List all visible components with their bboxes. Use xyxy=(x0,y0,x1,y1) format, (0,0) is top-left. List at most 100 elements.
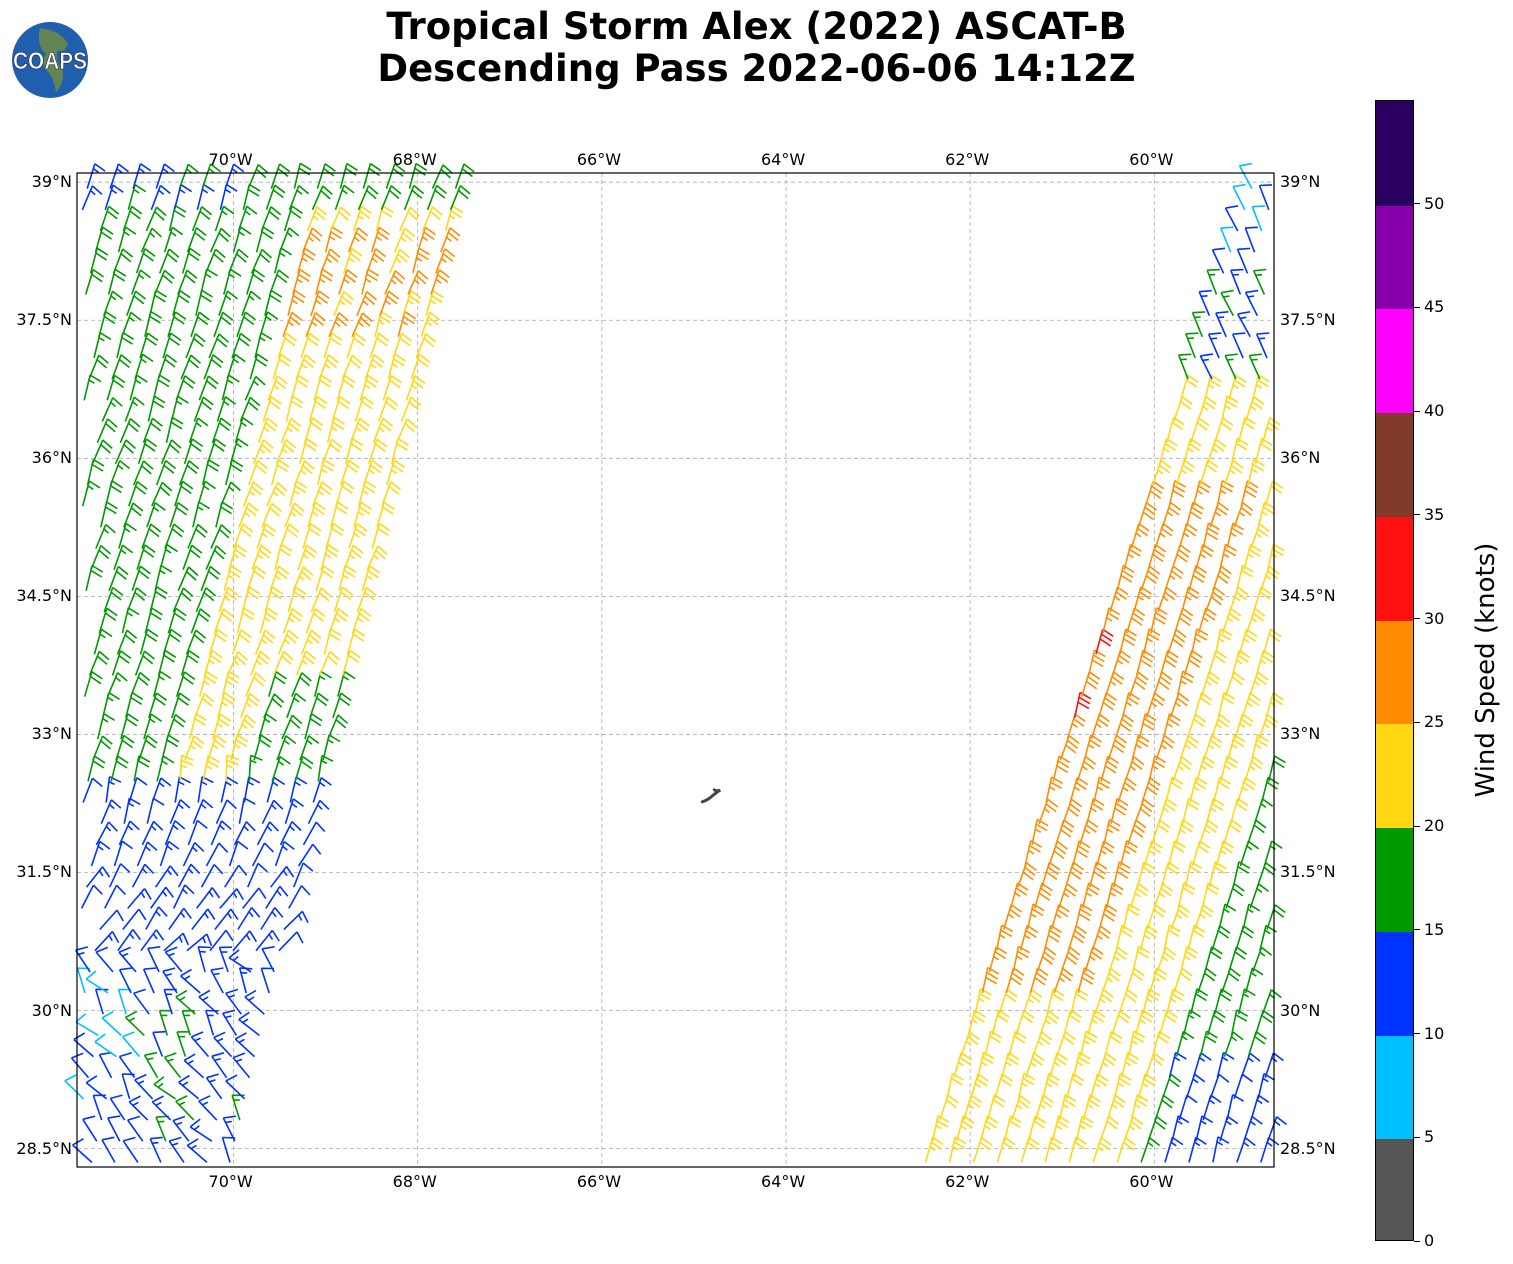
wind-barb xyxy=(284,798,304,824)
wind-barb xyxy=(1206,268,1220,295)
wind-barb xyxy=(1140,1137,1161,1163)
wind-barb xyxy=(1199,1030,1218,1057)
wind-barb xyxy=(1158,1009,1178,1036)
wind-barb xyxy=(1166,988,1185,1015)
wind-barb xyxy=(218,586,239,613)
wind-barb xyxy=(1204,374,1222,401)
wind-barb xyxy=(440,227,461,253)
wind-barb xyxy=(157,649,177,676)
wind-barb xyxy=(252,439,274,465)
wind-barb xyxy=(1153,882,1174,909)
wind-barb xyxy=(213,311,234,338)
wind-barb xyxy=(1126,607,1146,634)
wind-barb xyxy=(361,565,381,592)
wind-barb xyxy=(341,354,363,380)
wind-barb xyxy=(146,502,166,528)
wind-barb xyxy=(222,1009,238,1036)
wind-barb xyxy=(96,418,118,444)
wind-barb xyxy=(1160,861,1180,888)
wind-barb xyxy=(1001,1051,1020,1078)
wind-barb xyxy=(417,226,437,253)
wind-barb xyxy=(1166,629,1187,655)
wind-barb xyxy=(1120,1051,1139,1078)
wind-barb xyxy=(1094,988,1114,1015)
lat-tick-label-right: 37.5°N xyxy=(1280,310,1336,330)
wind-barb xyxy=(277,332,298,359)
wind-barb xyxy=(324,226,344,253)
wind-barb xyxy=(104,184,124,211)
wind-barb xyxy=(1141,777,1161,803)
wind-barb xyxy=(1096,1052,1117,1078)
lon-tick-label-bottom: 64°W xyxy=(760,1172,806,1191)
wind-barb xyxy=(80,884,103,909)
wind-barb xyxy=(112,248,134,274)
wind-barb xyxy=(1171,544,1191,570)
wind-barb xyxy=(180,968,201,994)
wind-barb xyxy=(285,395,304,422)
wind-barb xyxy=(391,437,410,464)
wind-barb xyxy=(1260,776,1280,803)
wind-barb xyxy=(1039,1010,1060,1036)
wind-barb xyxy=(1240,480,1259,507)
wind-barb xyxy=(420,311,441,338)
wind-barb xyxy=(154,865,179,888)
wind-barb xyxy=(242,887,267,909)
wind-barb xyxy=(1207,649,1227,676)
wind-barb xyxy=(343,247,363,274)
wind-barb xyxy=(1231,649,1251,676)
wind-barb xyxy=(176,1031,190,1057)
wind-barb xyxy=(151,1095,172,1121)
lon-tick-label-bottom: 70°W xyxy=(208,1172,253,1191)
wind-barb xyxy=(197,946,211,973)
wind-barb xyxy=(133,988,150,1015)
wind-barb xyxy=(1224,353,1238,380)
wind-barb xyxy=(277,629,299,655)
wind-barb xyxy=(362,162,382,189)
wind-barb xyxy=(205,1073,223,1100)
wind-barb xyxy=(142,417,163,443)
wind-barb xyxy=(163,932,190,952)
wind-barb xyxy=(1223,459,1244,486)
wind-barb xyxy=(1173,967,1193,994)
wind-barb xyxy=(1081,882,1100,909)
colorbar-tick xyxy=(1414,306,1420,308)
wind-barb xyxy=(1255,332,1270,359)
wind-barb xyxy=(225,1074,246,1100)
wind-barb xyxy=(403,184,425,211)
wind-barb xyxy=(131,863,155,888)
wind-barb xyxy=(1180,945,1199,973)
wind-barb xyxy=(289,480,308,507)
colorbar-tick-label: 35 xyxy=(1424,504,1445,524)
wind-barb xyxy=(1185,1073,1206,1100)
lon-tick-label-bottom: 68°W xyxy=(392,1172,437,1191)
wind-barb xyxy=(1104,671,1125,697)
wind-barb xyxy=(1053,967,1074,994)
wind-barb xyxy=(191,206,213,232)
wind-barb xyxy=(1145,692,1166,719)
colorbar-tick xyxy=(1414,825,1420,827)
wind-barb xyxy=(84,268,104,295)
wind-barb xyxy=(94,931,120,952)
wind-barb xyxy=(223,565,242,592)
wind-barb xyxy=(371,522,391,549)
wind-barb xyxy=(376,501,395,528)
wind-barb xyxy=(124,1010,145,1036)
wind-barb xyxy=(1243,1115,1263,1142)
wind-barb xyxy=(279,523,300,549)
lat-tick-label-left: 28.5°N xyxy=(16,1138,72,1158)
wind-barb xyxy=(1175,1030,1195,1057)
wind-barb xyxy=(1132,945,1150,973)
wind-barb xyxy=(224,864,248,888)
wind-barb xyxy=(192,798,214,825)
wind-barb xyxy=(366,545,388,571)
wind-barb xyxy=(305,311,326,338)
wind-barb xyxy=(397,311,416,338)
wind-barb xyxy=(1221,395,1239,422)
lon-tick-label-bottom: 60°W xyxy=(1129,1172,1174,1191)
wind-barb xyxy=(1164,1136,1184,1163)
colorbar-tick xyxy=(1414,618,1420,620)
wind-barb xyxy=(408,162,428,189)
wind-barb xyxy=(1080,671,1101,697)
wind-barb xyxy=(335,480,355,507)
wind-barb xyxy=(1073,691,1092,719)
